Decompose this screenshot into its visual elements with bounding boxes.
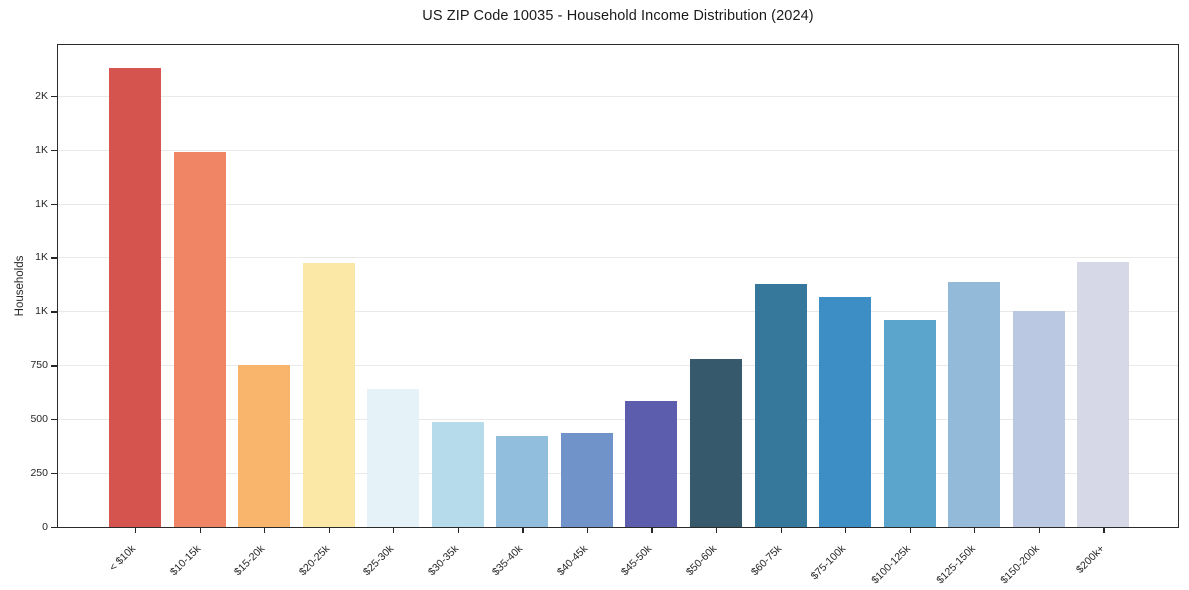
- bar: [431, 422, 484, 527]
- x-tick-mark: [135, 527, 137, 533]
- gridline: [58, 95, 1178, 97]
- y-tick-label: 2K: [35, 89, 48, 102]
- y-tick-mark: [51, 473, 57, 475]
- y-tick-mark: [51, 203, 57, 205]
- x-tick-mark: [1103, 527, 1105, 533]
- bar: [173, 151, 226, 527]
- bar: [367, 388, 420, 527]
- x-tick-label: $50-60k: [683, 542, 720, 579]
- x-tick-mark: [199, 527, 201, 533]
- y-tick-mark: [51, 257, 57, 259]
- gridline: [58, 473, 1178, 475]
- x-tick-mark: [522, 527, 524, 533]
- x-tick-label: $100-125k: [869, 542, 913, 587]
- bar: [302, 262, 355, 527]
- x-tick-label: $25-30k: [361, 542, 397, 579]
- x-tick-mark: [264, 527, 266, 533]
- bar: [754, 284, 807, 527]
- bar: [1012, 311, 1065, 527]
- x-tick-mark: [1038, 527, 1040, 533]
- x-tick-label: $45-50k: [619, 542, 655, 579]
- x-tick-label: $60-75k: [748, 542, 784, 579]
- bar: [496, 436, 549, 527]
- bar: [625, 400, 678, 527]
- y-tick-mark: [51, 95, 57, 97]
- bar: [238, 365, 291, 527]
- x-tick-label: $200k+: [1073, 542, 1107, 576]
- y-tick-label: 1K: [35, 305, 48, 318]
- bar: [1077, 261, 1130, 527]
- x-tick-label: $10-15k: [167, 542, 203, 579]
- x-tick-mark: [715, 527, 718, 533]
- x-tick-label: $150-200k: [998, 542, 1042, 587]
- gridline: [58, 365, 1178, 367]
- x-tick-mark: [457, 527, 460, 533]
- y-tick-label: 250: [30, 467, 48, 480]
- x-tick-label: $15-20k: [232, 542, 268, 579]
- y-tick-mark: [51, 149, 57, 151]
- chart-title: US ZIP Code 10035 - Household Income Dis…: [422, 8, 814, 24]
- x-tick-mark: [974, 527, 976, 533]
- x-tick-label: $40-45k: [554, 542, 591, 579]
- gridline: [58, 419, 1178, 421]
- y-tick-label: 0: [42, 521, 48, 533]
- bar: [883, 319, 936, 527]
- x-tick-mark: [651, 527, 653, 533]
- y-tick-label: 1K: [35, 143, 48, 156]
- x-tick-mark: [780, 527, 782, 533]
- y-tick-label: 1K: [35, 197, 48, 210]
- x-tick-mark: [586, 527, 589, 533]
- y-tick-mark: [51, 527, 57, 529]
- gridline: [58, 257, 1178, 259]
- y-tick-mark: [51, 311, 57, 313]
- x-tick-mark: [393, 527, 395, 533]
- bar: [560, 433, 613, 527]
- bar: [948, 282, 1001, 527]
- x-tick-label: $75-100k: [808, 542, 849, 583]
- y-tick-mark: [51, 365, 57, 367]
- x-tick-mark: [845, 527, 847, 533]
- gridline: [58, 203, 1178, 205]
- x-tick-mark: [909, 527, 911, 533]
- x-tick-label: $125-150k: [933, 542, 978, 587]
- y-tick-label: 750: [30, 359, 48, 372]
- bar: [109, 67, 161, 527]
- gridline: [58, 311, 1178, 313]
- x-tick-label: $20-25k: [296, 542, 332, 579]
- y-tick-mark: [51, 419, 57, 421]
- gridline: [58, 149, 1178, 151]
- bar: [689, 358, 742, 527]
- x-tick-label: < $10k: [107, 542, 139, 574]
- x-tick-label: $30-35k: [425, 542, 461, 579]
- bar: [819, 297, 872, 527]
- plot-area: 0 250 500 750 1K 1K 1K 1K 2K < $10k $10-15k $15-20k…: [30, 44, 1179, 586]
- x-tick-label: $35-40k: [490, 542, 526, 579]
- x-tick-mark: [328, 527, 330, 533]
- y-tick-label: 1K: [35, 251, 48, 264]
- y-tick-label: 500: [30, 413, 48, 426]
